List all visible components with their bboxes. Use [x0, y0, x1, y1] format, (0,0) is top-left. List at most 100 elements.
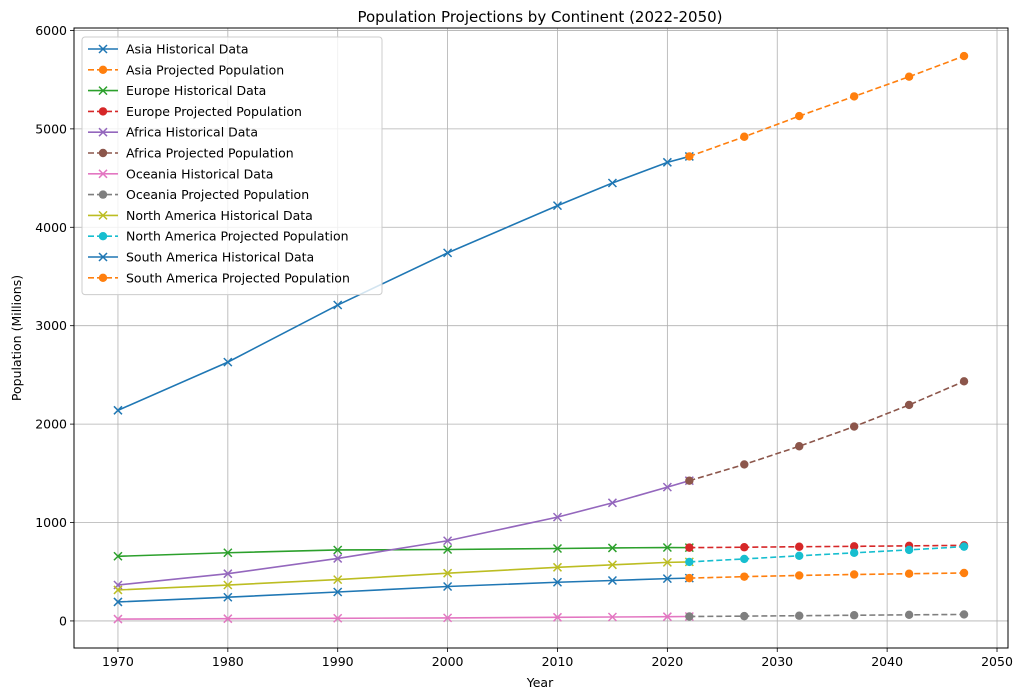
- data-point-south-america-projected-population: [849, 570, 859, 579]
- legend-label: Europe Projected Population: [126, 104, 302, 119]
- series-line-africa-historical-data: [117, 479, 690, 586]
- data-point-europe-historical-data: [443, 544, 453, 555]
- x-tick-label: 2020: [651, 654, 683, 669]
- data-point-oceania-projected-population: [685, 612, 694, 621]
- legend-label: Oceania Historical Data: [126, 166, 273, 181]
- data-point-north-america-projected-population: [795, 551, 804, 560]
- data-point-asia-historical-data: [113, 405, 123, 415]
- data-point-europe-historical-data: [223, 548, 233, 558]
- legend-marker: [98, 127, 108, 137]
- data-point-asia-historical-data: [333, 300, 343, 310]
- data-point-oceania-historical-data: [333, 613, 343, 623]
- legend-marker: [98, 169, 108, 179]
- legend-box: [81, 36, 383, 296]
- data-point-north-america-historical-data: [113, 585, 123, 595]
- data-point-oceania-projected-population: [740, 611, 749, 621]
- y-tick-label: 1000: [35, 515, 67, 530]
- data-point-asia-historical-data: [607, 178, 617, 188]
- legend-label: Africa Projected Population: [126, 146, 294, 161]
- data-point-europe-projected-population: [685, 543, 694, 552]
- data-point-asia-historical-data: [552, 201, 563, 211]
- series-line-oceania-historical-data: [117, 615, 690, 620]
- data-point-oceania-historical-data: [662, 612, 672, 622]
- y-tick-label: 2000: [35, 417, 67, 432]
- data-point-europe-projected-population: [740, 543, 749, 552]
- data-point-south-america-projected-population: [959, 568, 969, 578]
- x-tick-label: 1980: [212, 654, 244, 669]
- legend-label: Europe Historical Data: [126, 83, 266, 98]
- data-point-africa-projected-population: [795, 442, 804, 451]
- legend-label: North America Projected Population: [126, 229, 349, 244]
- legend-marker: [98, 252, 108, 262]
- data-point-south-america-historical-data: [607, 575, 617, 586]
- legend-label: North America Historical Data: [126, 208, 313, 223]
- legend-label: South America Projected Population: [126, 270, 350, 285]
- data-point-south-america-historical-data: [333, 587, 343, 597]
- series-line-asia-historical-data: [117, 155, 690, 412]
- data-point-oceania-projected-population: [795, 611, 804, 620]
- series-line-asia-projected-population: [689, 55, 965, 158]
- data-point-south-america-historical-data: [113, 597, 123, 607]
- data-point-europe-historical-data: [552, 543, 563, 554]
- data-point-oceania-projected-population: [904, 610, 914, 620]
- data-point-south-america-historical-data: [443, 581, 453, 592]
- data-point-oceania-historical-data: [223, 614, 233, 624]
- series-line-south-america-projected-population: [689, 572, 965, 579]
- legend-label: Asia Projected Population: [126, 62, 284, 77]
- data-point-oceania-historical-data: [607, 612, 617, 622]
- data-point-oceania-historical-data: [552, 612, 563, 622]
- series-line-south-america-historical-data: [117, 577, 690, 603]
- y-tick-label: 3000: [35, 318, 67, 333]
- series-line-europe-projected-population: [689, 544, 965, 549]
- series-line-africa-projected-population: [689, 380, 965, 482]
- legend-marker: [98, 232, 108, 241]
- chart-title: Population Projections by Continent (202…: [357, 8, 722, 26]
- y-tick-label: 6000: [35, 23, 67, 38]
- x-tick-label: 2030: [761, 654, 793, 669]
- data-point-asia-historical-data: [443, 248, 453, 258]
- x-tick-label: 1970: [102, 654, 134, 669]
- data-point-africa-projected-population: [959, 377, 969, 386]
- data-point-north-america-projected-population: [740, 554, 749, 564]
- data-point-asia-projected-population: [685, 152, 694, 161]
- legend-marker: [98, 148, 108, 158]
- data-point-asia-historical-data: [223, 357, 233, 367]
- data-point-north-america-historical-data: [223, 580, 233, 590]
- x-axis-ticks: 1970 1980 1990 2000 2010 2020 2030 2040 2050: [102, 648, 1013, 669]
- data-point-oceania-historical-data: [443, 613, 453, 623]
- series-markers: [113, 51, 969, 624]
- data-point-africa-historical-data: [333, 553, 343, 563]
- data-point-asia-projected-population: [795, 111, 804, 121]
- data-point-africa-historical-data: [223, 569, 233, 579]
- x-tick-label: 2000: [432, 654, 464, 669]
- data-point-asia-projected-population: [849, 92, 859, 101]
- data-point-asia-projected-population: [740, 132, 749, 141]
- data-point-north-america-historical-data: [333, 575, 343, 585]
- data-point-asia-projected-population: [904, 72, 914, 81]
- y-tick-label: 0: [59, 613, 67, 628]
- data-point-europe-historical-data: [333, 545, 343, 555]
- y-axis-ticks: 0 1000 2000 3000 4000 5000 6000: [35, 23, 74, 628]
- data-point-oceania-historical-data: [113, 614, 123, 624]
- series-lines: [117, 55, 965, 620]
- y-axis-label: Population (Millions): [9, 275, 24, 401]
- data-point-africa-projected-population: [740, 460, 749, 469]
- data-point-europe-historical-data: [662, 542, 672, 553]
- plot-frame: [73, 27, 1009, 649]
- data-point-north-america-projected-population: [849, 548, 859, 558]
- data-point-south-america-historical-data: [223, 592, 233, 602]
- x-tick-label: 2040: [871, 654, 903, 669]
- data-point-south-america-historical-data: [662, 574, 672, 584]
- data-point-africa-historical-data: [443, 536, 453, 546]
- y-tick-label: 5000: [35, 121, 67, 136]
- data-point-africa-projected-population: [904, 400, 914, 410]
- legend-marker: [98, 107, 108, 116]
- data-point-south-america-projected-population: [740, 572, 749, 581]
- data-point-south-america-projected-population: [795, 571, 804, 580]
- x-tick-label: 2010: [542, 654, 574, 669]
- data-point-africa-historical-data: [607, 498, 617, 508]
- data-point-oceania-projected-population: [959, 610, 969, 619]
- legend-label: Asia Historical Data: [126, 42, 249, 57]
- data-point-north-america-projected-population: [959, 542, 969, 551]
